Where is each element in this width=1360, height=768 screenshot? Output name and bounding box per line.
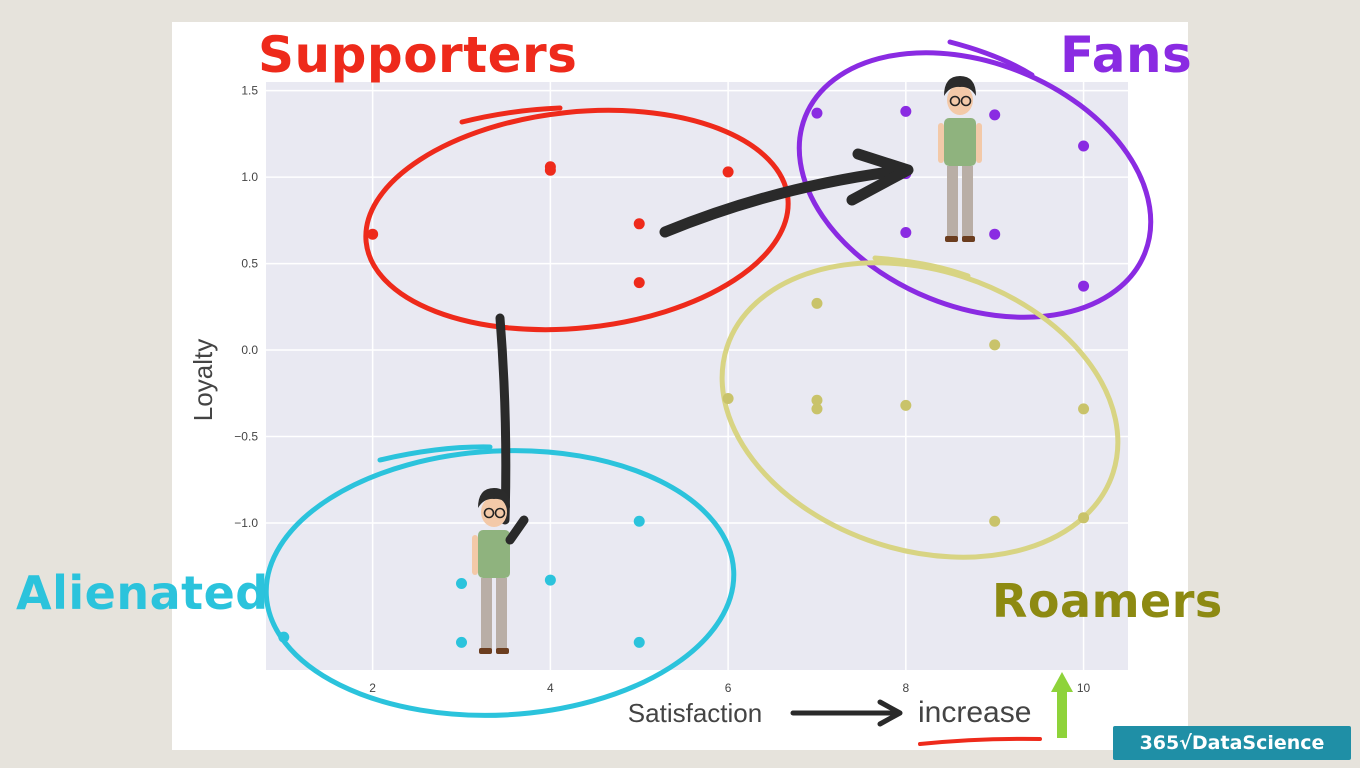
data-point-supporters (544, 161, 556, 173)
data-point-roamers (1078, 512, 1090, 524)
data-point-fans (989, 228, 1001, 240)
x-axis-label: Satisfaction (628, 698, 762, 728)
y-tick-label: −0.5 (234, 430, 258, 444)
data-point-fans (989, 109, 1001, 121)
data-point-supporters (633, 277, 645, 289)
roamers-outline-flourish (872, 255, 971, 279)
data-point-alienated (544, 574, 556, 586)
increase-text: increase (918, 696, 1031, 729)
x-tick-label: 10 (1077, 681, 1091, 695)
data-point-fans (900, 226, 912, 238)
fans-outline-flourish (947, 39, 1035, 78)
y-ticks: 1.5 1.0 0.5 0.0 −0.5 −1.0 (234, 84, 258, 530)
fans-label: Fans (1060, 26, 1193, 84)
y-axis-label: Loyalty (188, 339, 218, 421)
x-ticks: 2 4 6 8 10 (369, 681, 1090, 695)
person-figure-alienated (472, 488, 529, 654)
data-point-supporters (633, 218, 645, 230)
data-point-roamers (811, 394, 823, 406)
data-point-alienated (633, 636, 645, 648)
supporters-label: Supporters (258, 26, 578, 84)
alienated-outline-flourish (377, 444, 493, 463)
arrow-supporters-to-fans (659, 164, 911, 238)
increase-underline (918, 736, 1042, 746)
up-arrow-shaft (1057, 690, 1067, 738)
data-point-fans (900, 105, 912, 117)
cluster-outlines (263, 39, 1154, 718)
arrow-supporters-to-fans-head (846, 148, 914, 206)
y-tick-label: 1.5 (241, 84, 258, 98)
brand-logo: 365√DataScience (1113, 726, 1351, 760)
data-point-roamers (900, 399, 912, 411)
data-point-roamers (811, 403, 823, 415)
grid (266, 82, 1128, 670)
data-point-fans (1078, 280, 1090, 292)
data-point-alienated (456, 578, 468, 590)
person-figure-fans (938, 76, 982, 242)
data-point-alienated (456, 636, 468, 648)
data-point-roamers (989, 339, 1001, 351)
supporters-outline-flourish (459, 105, 563, 125)
data-point-roamers (811, 297, 823, 309)
supporters-outline (363, 107, 791, 333)
data-point-roamers (1078, 403, 1090, 415)
y-tick-label: 0.0 (241, 343, 258, 357)
data-point-roamers (989, 515, 1001, 527)
alienated-outline (263, 448, 737, 718)
data-points (278, 105, 1090, 648)
plot-area (266, 82, 1128, 670)
y-tick-label: 0.5 (241, 257, 258, 271)
alienated-label: Alienated (16, 566, 269, 620)
roamers-label: Roamers (992, 574, 1223, 628)
x-tick-label: 4 (547, 681, 554, 695)
data-point-supporters (722, 166, 734, 178)
data-point-fans (1078, 140, 1090, 152)
up-arrow-head (1051, 672, 1073, 692)
increase-annotation: increase (790, 672, 1073, 746)
y-tick-label: −1.0 (234, 516, 258, 530)
data-point-roamers (722, 392, 734, 404)
x-tick-label: 2 (369, 681, 376, 695)
data-point-supporters (367, 228, 379, 240)
x-tick-label: 8 (902, 681, 909, 695)
satisfaction-arrow-head (877, 699, 903, 727)
data-point-fans (811, 107, 823, 119)
x-tick-label: 6 (725, 681, 732, 695)
data-point-alienated (633, 515, 645, 527)
fans-outline (796, 50, 1154, 320)
data-point-alienated (278, 631, 290, 643)
y-tick-label: 1.0 (241, 170, 258, 184)
